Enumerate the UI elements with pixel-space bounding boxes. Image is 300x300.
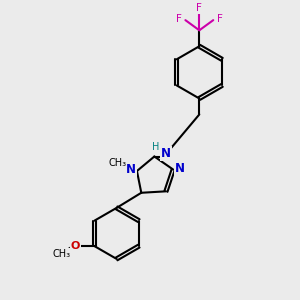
- Text: CH₃: CH₃: [108, 158, 127, 168]
- Text: N: N: [175, 162, 184, 175]
- Text: O: O: [71, 241, 80, 251]
- Text: H: H: [152, 142, 160, 152]
- Text: N: N: [126, 163, 136, 176]
- Text: F: F: [176, 14, 182, 24]
- Text: F: F: [196, 3, 202, 13]
- Text: CH₃: CH₃: [52, 249, 70, 259]
- Text: F: F: [217, 14, 223, 24]
- Text: N: N: [161, 147, 171, 160]
